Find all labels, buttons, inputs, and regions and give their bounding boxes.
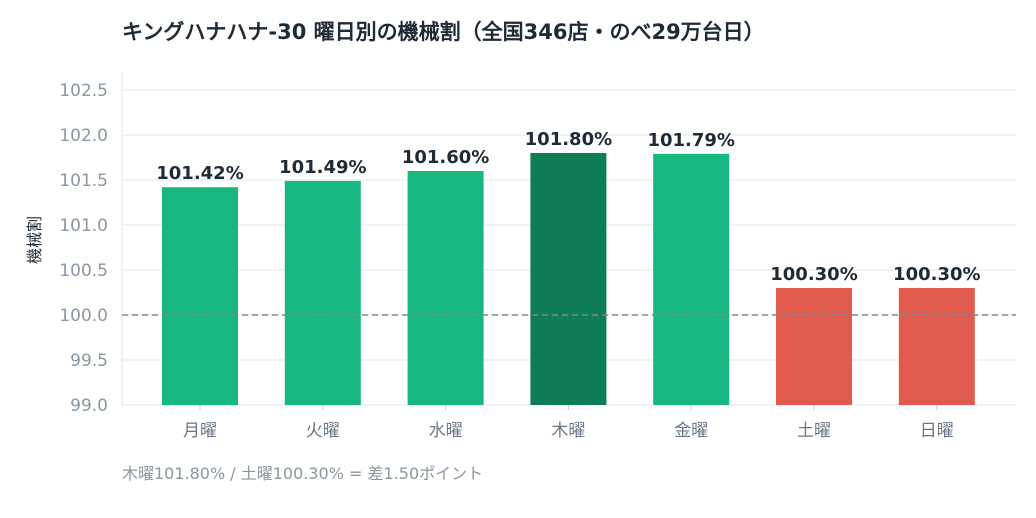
y-tick-label: 100.5: [59, 261, 108, 281]
x-category-label: 月曜: [183, 421, 217, 441]
x-category-label: 日曜: [920, 421, 954, 441]
chart-title: キングハナハナ-30 曜日別の機械割（全国346店・のべ29万台日）: [122, 20, 765, 44]
y-tick-label: 99.5: [70, 351, 108, 371]
bar: [776, 288, 852, 405]
y-axis-title: 機械割: [25, 216, 44, 264]
y-tick-label: 102.0: [59, 126, 108, 146]
bar: [530, 153, 607, 405]
data-labels: 101.42% 101.49% 101.60% 101.80% 101.79% 100.3…: [156, 129, 980, 285]
y-tick-label: 99.0: [70, 396, 108, 416]
data-label: 100.30%: [770, 264, 858, 285]
x-category-label: 木曜: [551, 421, 585, 441]
bar: [653, 153, 730, 405]
y-axis-ticks: 99.0 99.5 100.0 100.5 101.0 101.5 102.0 102.5: [59, 81, 108, 416]
bar: [407, 171, 484, 405]
y-tick-label: 101.5: [59, 171, 108, 191]
y-tick-label: 102.5: [59, 81, 108, 101]
data-label: 101.80%: [525, 129, 613, 150]
x-axis-categories: 月曜 火曜 水曜 木曜 金曜 土曜 日曜: [183, 405, 954, 441]
bars: [162, 153, 975, 405]
x-category-label: 火曜: [306, 421, 340, 441]
bar: [284, 180, 361, 405]
data-label: 101.79%: [647, 130, 735, 151]
x-category-label: 金曜: [674, 421, 708, 441]
y-tick-label: 100.0: [59, 306, 108, 326]
footnote: 木曜101.80% / 土曜100.30% = 差1.50ポイント: [122, 464, 484, 483]
data-label: 101.42%: [156, 163, 244, 184]
data-label: 100.30%: [893, 264, 981, 285]
data-label: 101.60%: [402, 147, 490, 168]
x-category-label: 水曜: [429, 421, 463, 441]
bar: [162, 187, 238, 405]
y-tick-label: 101.0: [59, 216, 108, 236]
bar: [898, 288, 975, 405]
x-category-label: 土曜: [797, 421, 831, 441]
data-label: 101.49%: [279, 157, 367, 178]
